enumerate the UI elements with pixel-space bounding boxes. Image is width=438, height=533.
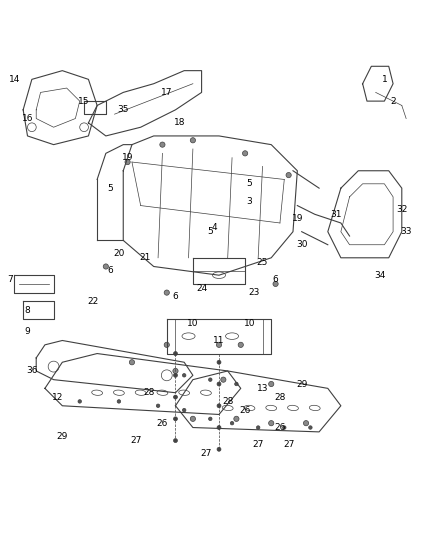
Ellipse shape bbox=[183, 374, 186, 377]
Text: 35: 35 bbox=[117, 106, 129, 114]
Text: 29: 29 bbox=[296, 379, 307, 389]
Text: 34: 34 bbox=[374, 271, 386, 280]
Text: 14: 14 bbox=[9, 75, 20, 84]
Text: 27: 27 bbox=[131, 436, 142, 445]
Ellipse shape bbox=[309, 426, 312, 429]
Ellipse shape bbox=[256, 426, 260, 429]
Text: 17: 17 bbox=[161, 88, 173, 97]
Ellipse shape bbox=[268, 421, 274, 426]
Text: 26: 26 bbox=[157, 419, 168, 427]
Text: 27: 27 bbox=[252, 440, 264, 449]
Text: 28: 28 bbox=[222, 397, 233, 406]
Text: 10: 10 bbox=[187, 319, 199, 328]
Ellipse shape bbox=[208, 417, 212, 421]
Ellipse shape bbox=[129, 360, 134, 365]
Text: 25: 25 bbox=[257, 257, 268, 266]
Ellipse shape bbox=[230, 422, 234, 425]
Text: 10: 10 bbox=[244, 319, 255, 328]
Ellipse shape bbox=[217, 425, 221, 430]
Ellipse shape bbox=[183, 408, 186, 412]
Text: 15: 15 bbox=[78, 96, 90, 106]
Text: 4: 4 bbox=[212, 223, 217, 232]
Ellipse shape bbox=[304, 421, 309, 426]
Ellipse shape bbox=[217, 360, 221, 364]
Ellipse shape bbox=[238, 342, 244, 348]
Ellipse shape bbox=[286, 173, 291, 177]
Text: 6: 6 bbox=[273, 275, 279, 284]
Text: 13: 13 bbox=[257, 384, 268, 393]
Text: 33: 33 bbox=[400, 227, 412, 236]
Text: 9: 9 bbox=[25, 327, 30, 336]
Text: 5: 5 bbox=[107, 184, 113, 192]
Text: 18: 18 bbox=[174, 118, 186, 127]
Ellipse shape bbox=[78, 400, 81, 403]
Ellipse shape bbox=[103, 264, 109, 269]
Text: 22: 22 bbox=[87, 297, 99, 306]
Text: 12: 12 bbox=[52, 393, 64, 401]
Text: 2: 2 bbox=[390, 96, 396, 106]
Text: 26: 26 bbox=[240, 406, 251, 415]
Ellipse shape bbox=[164, 342, 170, 348]
Text: 6: 6 bbox=[107, 266, 113, 276]
Text: 32: 32 bbox=[396, 205, 407, 214]
Ellipse shape bbox=[283, 426, 286, 429]
Text: 8: 8 bbox=[25, 305, 30, 314]
Ellipse shape bbox=[173, 373, 177, 377]
Ellipse shape bbox=[273, 281, 278, 287]
Text: 36: 36 bbox=[26, 367, 38, 375]
Ellipse shape bbox=[217, 382, 221, 386]
Text: 27: 27 bbox=[200, 449, 212, 458]
Ellipse shape bbox=[156, 404, 160, 408]
Text: 16: 16 bbox=[22, 114, 33, 123]
Ellipse shape bbox=[173, 417, 177, 421]
Text: 1: 1 bbox=[381, 75, 387, 84]
Text: 5: 5 bbox=[208, 227, 213, 236]
Ellipse shape bbox=[217, 447, 221, 451]
Text: 28: 28 bbox=[144, 388, 155, 397]
Text: 11: 11 bbox=[213, 336, 225, 345]
Text: 21: 21 bbox=[139, 253, 151, 262]
Text: 20: 20 bbox=[113, 249, 124, 258]
Ellipse shape bbox=[160, 142, 165, 147]
Ellipse shape bbox=[173, 439, 177, 442]
Ellipse shape bbox=[173, 395, 177, 399]
Ellipse shape bbox=[190, 416, 195, 422]
Text: 5: 5 bbox=[247, 179, 252, 188]
Ellipse shape bbox=[208, 378, 212, 382]
Ellipse shape bbox=[164, 290, 170, 295]
Text: 19: 19 bbox=[122, 153, 133, 162]
Text: 31: 31 bbox=[331, 210, 342, 219]
Text: 7: 7 bbox=[7, 275, 13, 284]
Ellipse shape bbox=[217, 404, 221, 408]
Ellipse shape bbox=[117, 400, 120, 403]
Text: 23: 23 bbox=[248, 288, 259, 297]
Text: 19: 19 bbox=[292, 214, 303, 223]
Ellipse shape bbox=[268, 382, 274, 386]
Ellipse shape bbox=[243, 151, 248, 156]
Text: 3: 3 bbox=[247, 197, 252, 206]
Ellipse shape bbox=[190, 138, 195, 143]
Text: 26: 26 bbox=[274, 423, 286, 432]
Text: 30: 30 bbox=[296, 240, 307, 249]
Ellipse shape bbox=[216, 342, 222, 348]
Text: 29: 29 bbox=[57, 432, 68, 441]
Ellipse shape bbox=[173, 368, 178, 374]
Text: 28: 28 bbox=[274, 393, 286, 401]
Ellipse shape bbox=[234, 416, 239, 422]
Ellipse shape bbox=[125, 159, 130, 165]
Ellipse shape bbox=[173, 352, 177, 356]
Text: 27: 27 bbox=[283, 440, 294, 449]
Ellipse shape bbox=[235, 382, 238, 386]
Text: 24: 24 bbox=[196, 284, 207, 293]
Text: 6: 6 bbox=[173, 293, 178, 302]
Ellipse shape bbox=[221, 377, 226, 382]
